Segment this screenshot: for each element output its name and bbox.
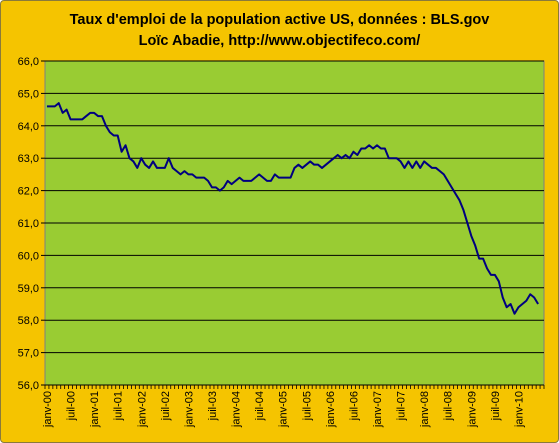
y-tick-label: 66,0 [18,56,39,68]
x-tick-label: janv-08 [419,391,431,428]
x-tick-label: janv-09 [466,391,478,428]
x-tick-label: janv-05 [278,391,290,428]
y-tick-label: 58,0 [18,315,39,327]
x-tick-label: juil-08 [443,391,455,421]
y-tick-label: 64,0 [18,121,39,133]
x-tick-label: janv-01 [89,391,101,428]
x-tick-label: juil-09 [490,391,502,421]
x-tick-label: janv-07 [372,391,384,428]
x-tick-label: juil-03 [207,391,219,421]
x-tick-label: janv-06 [325,391,337,428]
y-tick-label: 56,0 [18,380,39,392]
y-tick-label: 62,0 [18,186,39,198]
chart-title: Taux d'emploi de la population active US… [69,12,490,28]
y-tick-label: 59,0 [18,283,39,295]
y-axis: 56,0 57,0 58,0 59,0 60,0 61,0 62,0 63,0 64,0 65,0… [18,56,45,392]
x-tick-label: janv-02 [136,391,148,428]
y-tick-label: 57,0 [18,348,39,360]
x-tick-label: juil-06 [348,391,360,421]
x-tick-label: juil-04 [254,391,266,421]
chart-subtitle: Loïc Abadie, http://www.objectifeco.com/ [138,33,421,49]
x-tick-label: juil-05 [301,391,313,421]
x-tick-label: janv-10 [513,391,525,428]
x-tick-label: juil-07 [396,391,408,421]
y-tick-label: 65,0 [18,88,39,100]
y-tick-label: 61,0 [18,218,39,230]
y-tick-label: 63,0 [18,153,39,165]
x-axis: janv-00 juil-00 janv-01 juil-01 janv-02 juil-… [42,385,545,428]
gridlines [45,60,544,386]
x-tick-label: janv-03 [183,391,195,428]
series-line [46,102,539,315]
x-tick-label: juil-00 [66,391,78,421]
y-tick-label: 60,0 [18,250,39,262]
x-tick-label: janv-00 [42,391,54,428]
x-tick-label: janv-04 [231,391,243,428]
x-tick-label: juil-01 [113,391,125,421]
x-tick-label: juil-02 [160,391,172,421]
